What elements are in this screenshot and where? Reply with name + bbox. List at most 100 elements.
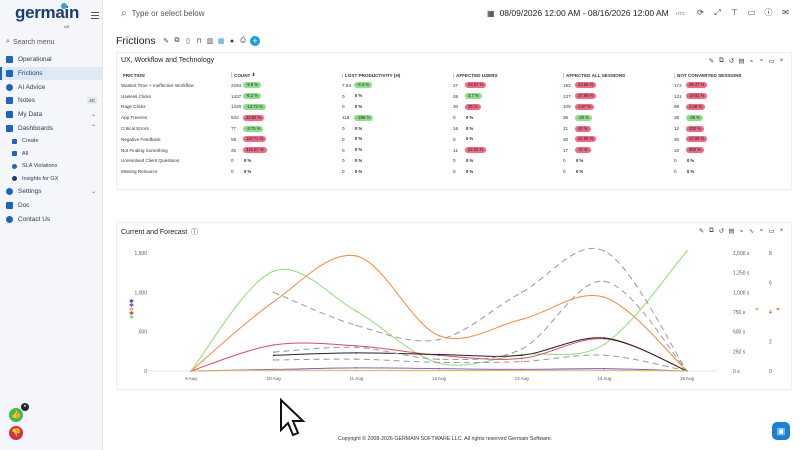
hamburger-icon[interactable]: [91, 12, 99, 21]
table-cell: 0 0 %: [231, 158, 342, 164]
history-icon[interactable]: ↺: [728, 58, 735, 65]
info-icon[interactable]: ⓘ: [191, 229, 199, 236]
table-row[interactable]: Wasted Time + Ineffective Workflow 2294 -9…: [121, 80, 789, 91]
print-icon[interactable]: ⎙: [240, 37, 246, 44]
pin-icon[interactable]: ⊤: [731, 8, 738, 17]
monitor-icon[interactable]: ▭: [747, 8, 756, 17]
thumbs-down-icon[interactable]: 👎: [9, 426, 23, 440]
cell-value: 98: [674, 104, 680, 110]
y-mid-tick-label: 0 s: [733, 369, 740, 375]
series-point: [438, 367, 440, 370]
table-cell: 542 18.85 %: [231, 114, 342, 121]
sidebar-item-create[interactable]: Create: [0, 135, 102, 148]
sidebar-item-all[interactable]: All: [0, 148, 102, 161]
table-cell: 0 0 %: [563, 158, 674, 164]
change-badge: 25 %: [465, 103, 481, 110]
cell-value: 16: [453, 126, 459, 132]
cell-value: 137: [563, 93, 571, 99]
series-point: [438, 369, 440, 372]
chart-icon[interactable]: ▥: [206, 38, 214, 45]
bookmark-icon[interactable]: ⊓: [196, 38, 202, 45]
thumbs-up-icon[interactable]: 👍: [9, 408, 23, 422]
change-badge: 1.87 %: [575, 103, 595, 110]
table-cell: 0 0 %: [453, 136, 563, 142]
zoom-icon[interactable]: ⌕: [759, 57, 764, 64]
chart-icon[interactable]: ⌁: [739, 228, 744, 235]
info-icon[interactable]: ⓘ: [764, 8, 773, 17]
date-range-picker[interactable]: ▦ 08/09/2026 12:00 AM - 08/16/2026 12:00…: [487, 8, 685, 18]
window-icon[interactable]: ▭: [768, 58, 775, 65]
edit-icon[interactable]: ✎: [163, 38, 169, 45]
series-point: [272, 270, 275, 272]
table-cell: 0 0 %: [342, 126, 453, 132]
sidebar-item-dashboards[interactable]: Dashboards ⌃: [0, 121, 102, 135]
col-count[interactable]: COUNT ⬇: [231, 72, 342, 78]
copy-icon[interactable]: ⧉: [709, 227, 714, 234]
col-lost-productivity[interactable]: LOST PRODUCTIVITY (H): [342, 72, 453, 78]
document-icon[interactable]: ▯: [186, 38, 190, 45]
line-icon[interactable]: ∿: [748, 228, 755, 235]
col-friction[interactable]: FRICTION: [123, 72, 145, 78]
sidebar-item-sla-violations[interactable]: SLA Violations: [0, 160, 102, 173]
copy-icon[interactable]: ⧉: [174, 37, 180, 44]
table-row[interactable]: Critical Errors 77 -3.75 % 0 0 % 16 0 % 21 40 % 1…: [121, 123, 789, 134]
close-icon[interactable]: ×: [779, 57, 784, 64]
export-icon[interactable]: ▤: [738, 58, 745, 65]
cell-value: 131: [674, 93, 682, 99]
top-search[interactable]: ⌕ Type or select below: [121, 8, 205, 19]
series-point: [355, 367, 358, 369]
mouse-cursor-icon: [280, 398, 306, 437]
edit-icon[interactable]: ✎: [698, 228, 705, 235]
sidebar-item-contact[interactable]: Contact Us: [0, 213, 102, 227]
sidebar-item-notes[interactable]: Notes 4C: [0, 94, 102, 108]
series-line-7: [273, 354, 688, 372]
series-point: [603, 280, 606, 283]
change-badge: 0 %: [466, 168, 474, 174]
sidebar-item-my-data[interactable]: My Data ⌄: [0, 108, 102, 122]
col-not-converted[interactable]: NOT CONVERTED SESSIONS: [674, 72, 784, 78]
table-row[interactable]: Useless Clicks 1437 -6.2 % 0 0 % 26 3.7 % 137 17…: [121, 91, 789, 102]
table-row[interactable]: Not Finding Something 25 316.67 % 0 0 % 11 22.…: [121, 145, 789, 156]
col-affected-users[interactable]: AFFECTED USERS: [453, 72, 563, 78]
chat-icon[interactable]: ▣: [772, 422, 790, 440]
window-icon[interactable]: ▭: [768, 228, 775, 235]
change-badge: 0 %: [466, 125, 474, 131]
change-badge: 0 %: [244, 168, 252, 174]
sidebar-item-insights[interactable]: Insights for GX: [0, 173, 102, 186]
search-input[interactable]: Type or select below: [131, 9, 205, 18]
table-row[interactable]: App Freezes 542 18.85 % 118 -256 % 0 0 % 36 -20 …: [121, 112, 789, 123]
copy-icon[interactable]: ⧉: [719, 57, 724, 64]
search-menu[interactable]: ⌕ Search menu: [6, 38, 55, 46]
export-icon[interactable]: ▤: [728, 228, 735, 235]
sort-desc-icon[interactable]: ⬇: [251, 72, 256, 77]
sidebar-item-settings[interactable]: Settings ⌄: [0, 185, 102, 199]
table-row[interactable]: Missing Resource 0 0 % 0 0 % 0 0 % 0 0 % 0 0 %: [121, 166, 789, 177]
comment-icon[interactable]: ●: [229, 37, 235, 45]
change-badge: 110.71 %: [243, 136, 267, 143]
sidebar-item-ai-advice[interactable]: AI Advice: [0, 80, 102, 94]
table-row[interactable]: Negative Feedback 59 110.71 % 0 0 % 0 0 % 30 42.…: [121, 134, 789, 145]
calendar-icon[interactable]: ▦: [217, 38, 225, 45]
logo[interactable]: germain: [15, 3, 80, 22]
change-badge: 23.65 %: [575, 82, 597, 89]
change-badge: -25 %: [686, 114, 703, 121]
add-button[interactable]: +: [250, 36, 260, 46]
refresh-icon[interactable]: ⟳: [697, 8, 704, 17]
history-icon[interactable]: ↺: [718, 228, 725, 235]
edit-icon[interactable]: ✎: [708, 58, 715, 65]
table-row[interactable]: Unresolved Client Questions 0 0 % 0 0 % 0 0 % 0…: [121, 156, 789, 167]
col-affected-all-sessions[interactable]: AFFECTED ALL SESSIONS: [563, 72, 674, 78]
cell-value: 38: [674, 115, 680, 121]
chart-icon[interactable]: ⌁: [749, 58, 754, 65]
sidebar-item-doc[interactable]: Doc: [0, 199, 102, 213]
sidebar-item-frictions[interactable]: Frictions: [0, 66, 102, 81]
table-row[interactable]: Rage Clicks 1420 -13.73 % 0 0 % 30 25 % 109 1.87…: [121, 102, 789, 113]
close-icon[interactable]: ×: [779, 227, 784, 234]
close-icon[interactable]: ×: [21, 403, 29, 411]
series-point: [438, 358, 440, 360]
friction-name: Negative Feedback: [121, 136, 161, 142]
zoom-icon[interactable]: ⌕: [759, 227, 764, 234]
sidebar-item-operational[interactable]: Operational: [0, 53, 102, 67]
expand-icon[interactable]: ⤢: [714, 8, 721, 17]
notifications-icon[interactable]: ✉: [782, 8, 789, 17]
